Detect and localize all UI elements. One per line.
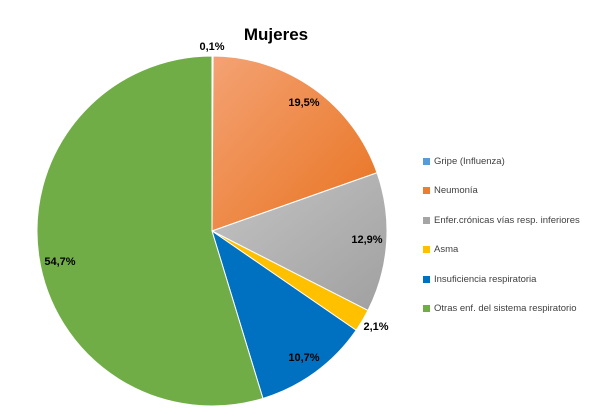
legend-swatch-3 xyxy=(423,216,430,224)
legend-swatch-5 xyxy=(423,275,430,283)
data-label-3: 12,9% xyxy=(351,234,382,246)
data-label-6: 54,7% xyxy=(44,256,75,268)
legend-label-1: Gripe (Influenza) xyxy=(434,155,505,167)
legend-swatch-4 xyxy=(423,246,430,254)
legend-swatch-2 xyxy=(423,187,430,195)
legend-item-1: Gripe (Influenza) xyxy=(423,154,598,168)
pie-slices xyxy=(36,55,388,407)
legend-label-5: Insuficiencia respiratoria xyxy=(434,273,537,285)
data-label-2: 19,5% xyxy=(288,97,319,109)
legend-item-3: Enfer.crónicas vías resp. inferiores xyxy=(423,213,598,227)
legend-label-4: Asma xyxy=(434,244,459,256)
legend-item-4: Asma xyxy=(423,243,598,257)
chart-title: Mujeres xyxy=(244,25,308,44)
data-label-4: 2,1% xyxy=(363,321,388,333)
legend-label-6: Otras enf. del sistema respiratorio xyxy=(434,303,577,315)
legend-item-5: Insuficiencia respiratoria xyxy=(423,272,598,286)
legend-label-3: Enfer.crónicas vías resp. inferiores xyxy=(434,214,580,226)
pie-data-labels: 0,1% 19,5% 12,9% 2,1% 10,7% 54,7% xyxy=(44,41,388,364)
legend-swatch-1 xyxy=(423,157,430,165)
legend-item-2: Neumonía xyxy=(423,184,598,198)
legend-label-2: Neumonía xyxy=(434,185,478,197)
data-label-5: 10,7% xyxy=(288,352,319,364)
pie-slice-5 xyxy=(211,229,357,400)
pie-slice-3 xyxy=(210,172,388,312)
legend: Gripe (Influenza) Neumonía Enfer.crónicas … xyxy=(423,154,598,332)
data-label-1: 0,1% xyxy=(199,41,224,53)
pie-slice-6 xyxy=(36,55,264,407)
legend-item-6: Otras enf. del sistema respiratorio xyxy=(423,302,598,316)
legend-swatch-6 xyxy=(423,305,430,313)
